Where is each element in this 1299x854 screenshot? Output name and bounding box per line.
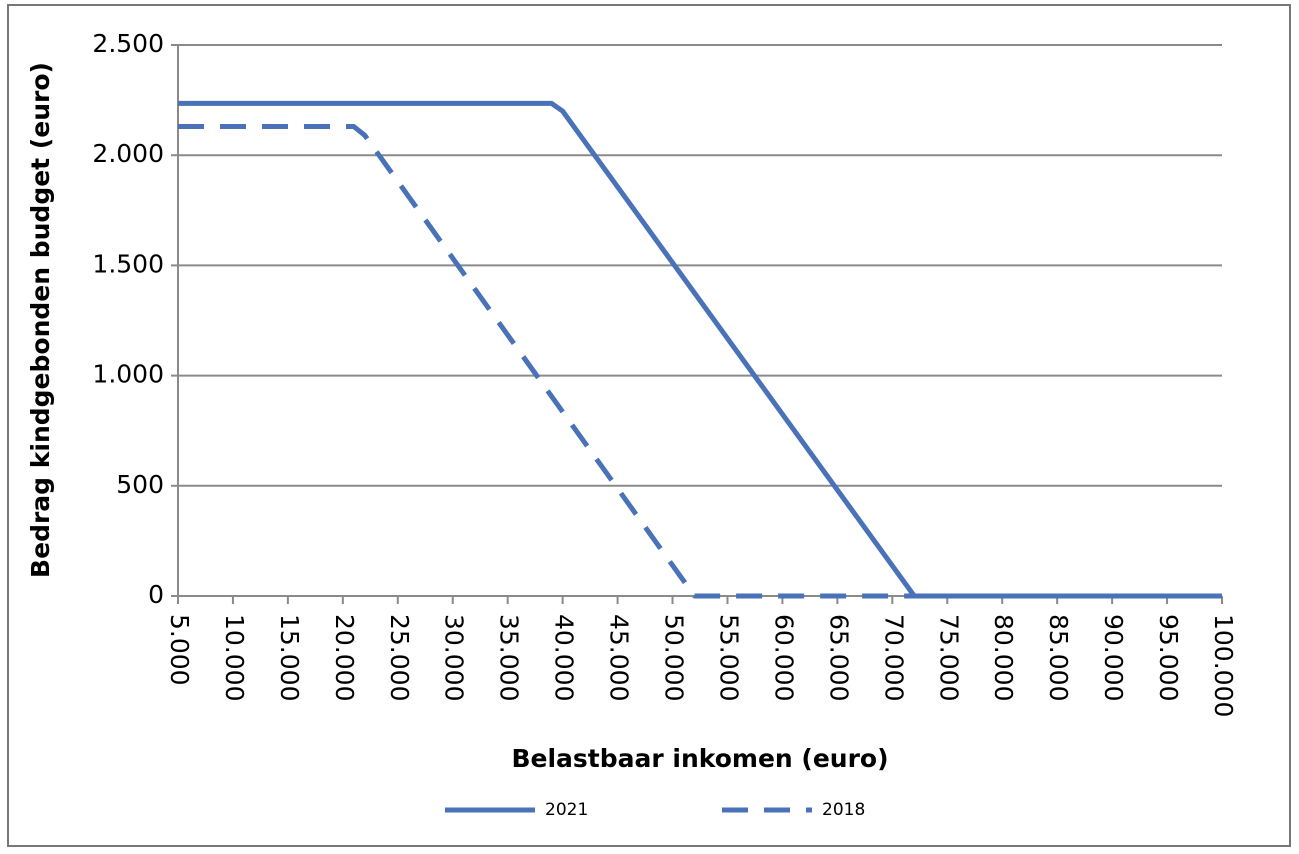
x-tick-label: 40.000 bbox=[550, 614, 579, 701]
y-axis-title: Bedrag kindgebonden budget (euro) bbox=[26, 62, 55, 578]
y-tick-label: 2.500 bbox=[92, 29, 164, 58]
x-tick-label: 100.000 bbox=[1209, 614, 1238, 717]
y-tick-label: 1.000 bbox=[92, 360, 164, 389]
y-tick-label: 1.500 bbox=[92, 249, 164, 278]
series-line bbox=[178, 124, 1222, 599]
x-axis-title: Belastbaar inkomen (euro) bbox=[511, 744, 888, 773]
y-tick-label: 500 bbox=[116, 470, 164, 499]
y-tick-label: 2.000 bbox=[92, 139, 164, 168]
x-tick-label: 60.000 bbox=[769, 614, 798, 701]
x-tick-label: 55.000 bbox=[714, 614, 743, 701]
x-tick-label: 10.000 bbox=[220, 614, 249, 701]
legend-label: 2018 bbox=[822, 800, 865, 820]
x-tick-label: 85.000 bbox=[1044, 614, 1073, 701]
x-tick-label: 25.000 bbox=[385, 614, 414, 701]
x-tick-label: 95.000 bbox=[1154, 614, 1183, 701]
x-tick-label: 5.000 bbox=[165, 614, 194, 686]
x-tick-label: 70.000 bbox=[879, 614, 908, 701]
x-tick-label: 90.000 bbox=[1099, 614, 1128, 701]
x-tick-label: 65.000 bbox=[824, 614, 853, 701]
x-tick-label: 35.000 bbox=[495, 614, 524, 701]
y-tick-label: 0 bbox=[148, 580, 164, 609]
x-tick-label: 15.000 bbox=[275, 614, 304, 701]
series-line bbox=[178, 100, 1222, 599]
x-tick-label: 45.000 bbox=[605, 614, 634, 701]
x-tick-label: 80.000 bbox=[989, 614, 1018, 701]
chart-border bbox=[7, 4, 1291, 847]
x-tick-label: 30.000 bbox=[440, 614, 469, 701]
x-tick-label: 50.000 bbox=[660, 614, 689, 701]
legend-label: 2021 bbox=[545, 800, 588, 820]
x-tick-label: 75.000 bbox=[934, 614, 963, 701]
x-tick-label: 20.000 bbox=[330, 614, 359, 701]
